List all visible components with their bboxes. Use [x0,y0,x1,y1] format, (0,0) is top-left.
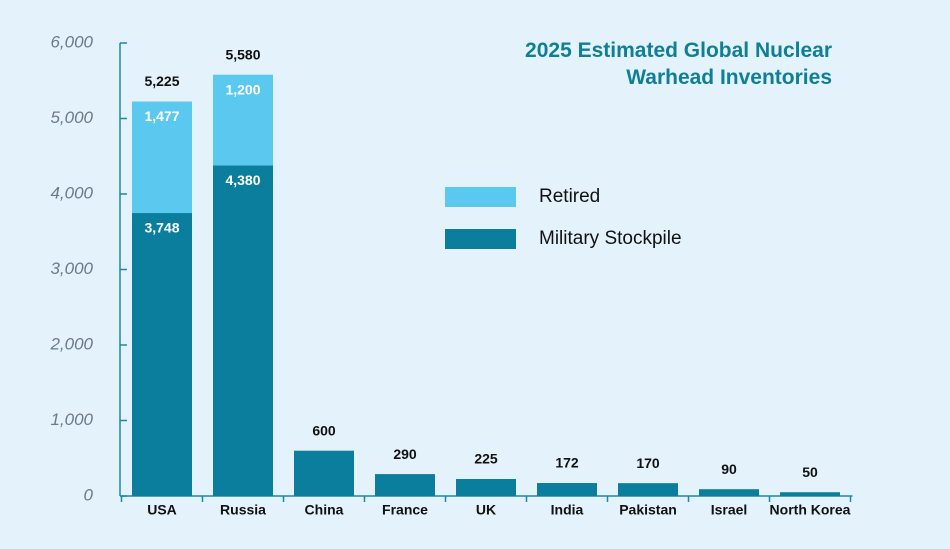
total-label: 172 [555,455,579,471]
x-tick-label: UK [476,502,496,518]
total-label: 290 [393,446,417,462]
bar-segment [213,74,273,166]
total-label: 600 [312,422,336,438]
legend-swatch [445,229,516,249]
bar-segment [375,474,435,496]
y-tick-label: 3,000 [50,259,93,278]
y-tick-label: 6,000 [50,32,93,51]
x-tick-label: India [551,502,584,518]
x-tick-label: Pakistan [619,502,677,518]
legend-swatch [445,187,516,207]
y-tick-label: 0 [84,485,94,504]
bar-segment [213,165,273,496]
bar-segment [537,483,597,496]
x-tick-label: France [382,502,428,518]
value-label: 1,200 [225,81,260,97]
bar-segment [780,492,840,496]
x-tick-label: Russia [220,502,266,518]
x-tick-label: Israel [711,502,748,518]
y-tick-label: 5,000 [50,108,93,127]
total-label: 225 [474,451,498,467]
bar-segment [294,450,354,496]
legend-label: Military Stockpile [539,228,682,249]
value-label: 1,477 [144,108,179,124]
y-tick-label: 4,000 [50,183,93,202]
bar-segment [132,213,192,496]
x-tick-label: USA [147,502,177,518]
total-label: 5,580 [225,46,260,62]
chart-title: 2025 Estimated Global Nuclear Warhead In… [525,39,832,89]
y-tick-label: 1,000 [50,410,93,429]
value-label: 4,380 [225,172,260,188]
total-label: 50 [802,464,818,480]
y-tick-label: 2,000 [49,334,93,353]
total-label: 170 [636,455,660,471]
bar-segment [456,479,516,496]
x-tick-label: North Korea [770,502,851,518]
legend-label: Retired [539,186,600,207]
bar-segment [618,483,678,496]
bar-segment [699,489,759,496]
total-label: 5,225 [144,73,179,89]
x-tick-label: China [305,502,344,518]
total-label: 90 [721,461,737,477]
value-label: 3,748 [144,220,179,236]
bar-segment [132,101,192,214]
